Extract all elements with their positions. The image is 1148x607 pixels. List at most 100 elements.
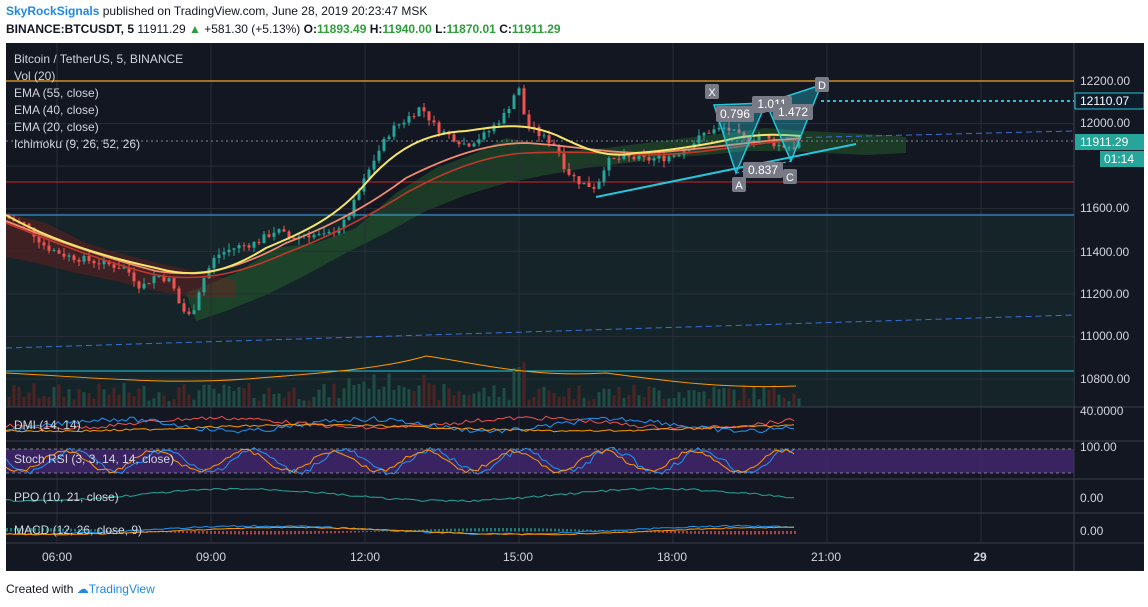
- macd-histogram-bar: [258, 531, 260, 535]
- macd-histogram-bar: [714, 531, 716, 535]
- candle-body: [307, 235, 311, 238]
- macd-histogram-bar: [302, 531, 304, 535]
- volume-bar: [132, 396, 136, 407]
- macd-legend: MACD (12, 26, close, 9): [14, 523, 142, 537]
- candle-body: [767, 134, 771, 139]
- volume-bar: [777, 394, 781, 407]
- volume-bar: [612, 395, 616, 407]
- candle-body: [72, 255, 76, 260]
- candle-body: [562, 153, 566, 169]
- author-link[interactable]: SkyRockSignals: [6, 4, 100, 18]
- candle-body: [517, 88, 521, 96]
- price-axis[interactable]: 12200.00 12000.00 11600.00 11400.00 1120…: [1074, 74, 1144, 386]
- macd-histogram-bar: [478, 528, 480, 532]
- macd-histogram-bar: [38, 528, 40, 532]
- volume-bar: [577, 385, 581, 407]
- volume-bar: [387, 373, 391, 407]
- volume-bar: [702, 391, 706, 407]
- macd-histogram-bar: [582, 529, 584, 532]
- macd-histogram-bar: [214, 531, 216, 534]
- volume-bar: [722, 388, 726, 407]
- tradingview-brand[interactable]: TradingView: [88, 582, 155, 596]
- volume-bar: [277, 393, 281, 407]
- volume-bar: [117, 394, 121, 407]
- volume-bar: [752, 386, 756, 407]
- macd-histogram-bar: [750, 531, 752, 535]
- candle-body: [637, 155, 641, 160]
- dmi-axis-label: 40.0000: [1080, 404, 1124, 418]
- short-trend-dashed: [785, 130, 1075, 139]
- macd-histogram-bar: [70, 528, 72, 532]
- volume-bar: [412, 390, 416, 407]
- macd-histogram-bar: [558, 528, 560, 532]
- volume-bar: [502, 387, 506, 407]
- candle-body: [22, 222, 26, 224]
- volume-bar: [12, 385, 16, 407]
- candle-body: [252, 242, 256, 248]
- volume-bar: [352, 384, 356, 407]
- macd-histogram-bar: [46, 528, 48, 532]
- candle-body: [582, 182, 586, 185]
- stoch-axis-label: 100.00: [1080, 440, 1117, 454]
- volume-bar: [492, 385, 496, 407]
- up-arrow-icon: ▲: [188, 22, 201, 36]
- volume-bar: [137, 388, 141, 407]
- volume-bar: [287, 391, 291, 407]
- candle-body: [437, 122, 441, 134]
- price-tick: 11000.00: [1080, 329, 1129, 343]
- macd-histogram-bar: [106, 529, 108, 532]
- volume-bar: [262, 393, 266, 407]
- pattern-labels: X A B C D 0.796 1.011 1.472 0.837: [705, 77, 829, 192]
- candle-body: [602, 170, 606, 182]
- macd-histogram-bar: [330, 531, 332, 534]
- point-a-label: A: [735, 180, 743, 192]
- volume-bar: [47, 396, 51, 407]
- time-tick: 15:00: [503, 550, 533, 564]
- price-tick: 11600.00: [1080, 201, 1129, 215]
- candle-body: [52, 250, 56, 252]
- volume-bar: [402, 387, 406, 407]
- macd-axis-label: 0.00: [1080, 524, 1104, 538]
- candle-body: [142, 283, 146, 289]
- candle-body: [232, 248, 236, 250]
- volume-bar: [772, 384, 776, 407]
- volume-bar: [182, 384, 186, 407]
- macd-histogram-bar: [474, 528, 476, 532]
- macd-histogram-bar: [86, 529, 88, 532]
- volume-bar: [152, 398, 156, 407]
- macd-histogram-bar: [534, 528, 536, 532]
- macd-histogram-bar: [470, 528, 472, 532]
- macd-histogram-bar: [170, 531, 172, 533]
- volume-bar: [77, 389, 81, 407]
- volume-bar: [427, 383, 431, 407]
- volume-bar: [522, 361, 526, 407]
- candle-body: [57, 250, 61, 254]
- ema-55-line: [6, 139, 802, 279]
- candle-body: [747, 137, 751, 143]
- macd-histogram-bar: [510, 528, 512, 532]
- trading-chart[interactable]: X A B C D 0.796 1.011 1.472 0.837 Bitcoi…: [6, 43, 1144, 571]
- macd-histogram-bar: [66, 528, 68, 532]
- volume-bar: [707, 398, 711, 407]
- time-axis[interactable]: 06:00 09:00 12:00 15:00 18:00 21:00 29: [6, 542, 1144, 564]
- candle-body: [792, 147, 796, 149]
- macd-histogram-bar: [458, 528, 460, 532]
- volume-bar: [447, 388, 451, 407]
- volume-bar: [437, 399, 441, 407]
- macd-histogram-bar: [690, 531, 692, 534]
- candle-body: [112, 264, 116, 268]
- macd-histogram-bar: [274, 531, 276, 535]
- macd-histogram-bar: [486, 528, 488, 532]
- volume-bar: [692, 390, 696, 407]
- macd-histogram-bar: [622, 530, 624, 532]
- macd-histogram-bar: [286, 531, 288, 535]
- candle-body: [672, 155, 676, 157]
- volume-bar: [432, 384, 436, 407]
- volume-ma-line: [6, 355, 797, 388]
- volume-bar: [787, 400, 791, 407]
- candle-body: [322, 233, 326, 235]
- ratio-xb-label: 0.796: [720, 107, 750, 121]
- candle-body: [727, 127, 731, 131]
- support-zone: [6, 213, 1074, 407]
- volume-bar: [507, 399, 511, 407]
